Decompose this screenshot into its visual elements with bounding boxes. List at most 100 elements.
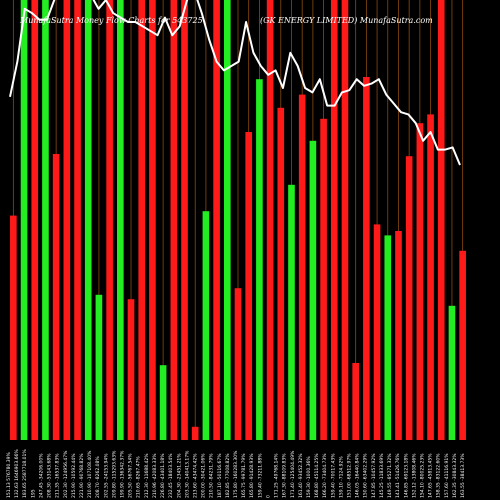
tick-label: 141.41 -51426.76% [395,453,401,498]
tick-label: 151.13 576780.39% [6,451,12,498]
tick-label: 165.80 -91428.93% [249,453,255,498]
chart-title-right: (GK ENERGY LIMITED) MunafaSutra.com [260,16,433,25]
bar-green [84,0,92,440]
bar-red [320,118,327,441]
bar-red [395,231,402,440]
tick-label: 132.63 1646903.66% [14,449,20,498]
bar-green [42,0,49,440]
tick-label: 152.12 -13808.46% [411,453,417,498]
tick-label: 161.40 -93452.32% [298,453,304,498]
tick-label: 157.60 -41116.91% [444,453,450,498]
tick-label: 151.00 -68512.97% [347,453,353,498]
tick-label: 163.55 -38413.73% [460,453,466,498]
tick-label: 209.80 -115293.63% [111,450,117,498]
bar-red [266,0,274,440]
tick-label: 247.45 -34206.00% [38,453,44,498]
tick-label: 171.40 -125404.49% [290,450,296,498]
tick-label: 210.96 -42083.33% [152,453,158,498]
tick-label: 199.90 -136342.37% [120,450,126,498]
tick-label: 210.65 -8267.47% [136,456,142,498]
bar-red [330,0,338,440]
tick-label: 187.10 -50116.67% [217,453,223,498]
bar-red [106,0,113,440]
tick-label: 158.35 -83122.60% [436,453,442,498]
tick-label: 159.40 -73211.88% [257,453,263,498]
bar-red [31,0,39,440]
tick-label: 213.60 -43474.42% [192,453,198,498]
bar-green [117,0,124,440]
tick-label: 232.45 -18403.54% [168,453,174,498]
bar-green [288,184,295,440]
bar-red [234,288,242,440]
tick-label: 146.85 -69123.18% [403,453,409,498]
tick-label: 210.90 -107108.40% [87,450,93,498]
tick-label: 212.30 -11688.42% [144,453,150,498]
bar-red [373,224,381,440]
bar-red [352,363,359,440]
bar-green [309,140,317,441]
tick-label: 159.30 -1000.36% [306,456,312,498]
x-axis-tick-labels: 151.13 576780.39% 132.63 1646903.66% 183.6… [6,449,466,498]
tick-label: 147.85 -10457.92% [371,453,377,498]
bar-red [213,0,220,440]
tick-label: 166.20 -73404.73% [322,453,328,498]
bar-green [384,235,392,440]
bar-red [10,215,17,440]
tick-label: 145.25 -11833.69% [379,453,385,498]
bar-red [427,114,434,441]
bar-red [52,154,60,440]
tick-label: 202.30 -124956.47% [63,450,69,498]
tick-label: 200.00 -30421.06% [201,453,207,498]
bar-green [256,79,263,440]
bar-red [277,107,285,441]
bar-red [63,0,71,440]
tick-label: 150.60 -63402.29% [363,453,369,498]
price-line [9,0,461,166]
tick-label: 205.50 -56767.54% [128,453,134,498]
tick-label: 165.75 -99781.79% [241,453,247,498]
tick-label: 195 [30,489,36,498]
tick-label: 147.65 -45813.45% [428,453,434,498]
bar-series [10,0,466,441]
bar-red [245,132,253,440]
bar-red [127,299,135,440]
tick-label: 162.35 -30843.32% [452,453,458,498]
tick-label: 175.80 -160283.30% [233,450,239,498]
tick-label: 183.65 2587718.01% [22,449,28,498]
tick-label: 210.50 -84231.79% [209,453,215,498]
bar-red [416,123,424,440]
bar-green [95,294,103,440]
bar-red [363,77,370,440]
tick-label: 221.90 -90768.82% [79,453,85,498]
tick-label: 167.30 -88109.83% [282,453,288,498]
chart-title-left: MunafaSutra Money Flow Charts for 543725 [19,16,203,25]
tick-label: 159.40 -70017.43% [330,453,336,498]
bar-red [138,0,146,440]
bar-red [74,0,81,440]
bar-green [159,365,167,440]
bar-red [149,0,156,440]
price-line-path [9,0,461,166]
tick-label: 149.55 -85271.32% [387,453,393,498]
tick-label: 146.05 -16440.84% [355,453,361,498]
tick-label: 204.30 -23451.21% [176,453,182,498]
bar-green [223,0,231,440]
bar-red [181,0,188,440]
bar-green [20,0,28,440]
bar-red [341,0,349,440]
bar-red [459,250,466,440]
tick-label: 211.35 -16537.83% [55,453,61,498]
tick-label: 203.30 -140413.17% [184,450,190,498]
tick-label: 208.70 -8262.08% [95,456,101,498]
tick-label: 182.85 -77008.82% [225,453,231,498]
bar-green [202,211,210,440]
tick-label: 171.25 -49768.14% [274,453,280,498]
tick-label: 168.80 -45114.25% [314,453,320,498]
bar-red [191,426,199,440]
tick-label: 0 [265,495,271,498]
tick-label: 154.10 -80025.23% [419,453,425,498]
tick-label: 215.90 -10592.44% [71,453,77,498]
tick-label: 208.30 -53143.68% [47,453,53,498]
